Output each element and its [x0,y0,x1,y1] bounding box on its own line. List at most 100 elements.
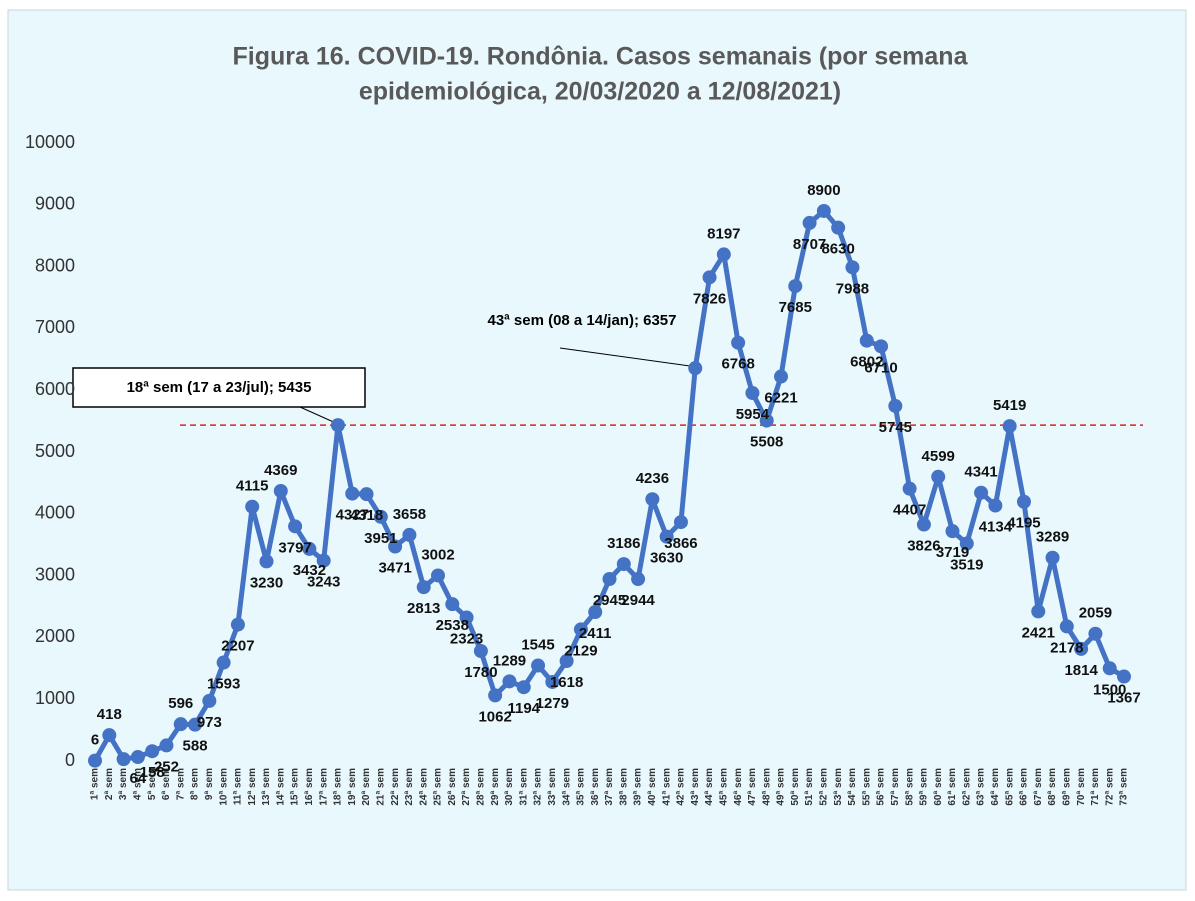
marker [488,688,503,703]
x-tick-label: 23ª sem [404,768,415,806]
x-tick-label: 47ª sem [747,768,758,806]
marker [859,333,874,348]
marker [988,498,1003,513]
marker [316,553,331,568]
marker [173,717,188,732]
data-label: 4236 [636,470,669,487]
data-label: 4134 [979,518,1013,535]
x-tick-label: 43ª sem [690,768,701,806]
marker [216,655,231,670]
chart-subtitle: epidemiológica, 20/03/2020 a 12/08/2021) [359,78,841,106]
annotation: 43ª sem (08 a 14/jan); 6357 [487,312,676,329]
data-label: 1367 [1107,689,1140,706]
marker [959,536,974,551]
data-label: 6221 [764,390,797,407]
chart-background [7,9,1187,891]
data-label: 3630 [650,550,683,567]
marker [902,481,917,496]
x-tick-label: 49ª sem [776,768,787,806]
x-tick-label: 14ª sem [275,768,286,806]
marker [559,654,574,669]
data-label: 1194 [507,700,540,717]
marker [645,492,660,507]
data-label: 418 [97,706,122,723]
x-tick-label: 61ª sem [947,768,958,806]
data-label: 64 [130,770,147,787]
y-tick-label: 5000 [35,441,75,461]
marker [359,487,374,502]
data-label: 3951 [364,530,397,547]
marker [516,680,531,695]
x-tick-label: 48ª sem [761,768,772,806]
data-label: 3243 [307,574,340,591]
data-label: 5419 [993,397,1026,414]
marker [731,335,746,350]
x-tick-label: 9ª sem [204,768,215,800]
marker [673,515,688,530]
marker [573,622,588,637]
x-tick-label: 55ª sem [861,768,872,806]
data-label: 4341 [964,464,997,481]
data-label: 4115 [236,478,269,495]
data-label: 1780 [464,664,497,681]
marker [288,519,303,534]
y-tick-label: 3000 [35,564,75,584]
data-label: 4327 [336,507,369,524]
marker [702,270,717,285]
data-label: 1618 [550,674,583,691]
data-label: 4407 [893,502,926,519]
marker [1088,626,1103,641]
y-tick-label: 10000 [25,132,75,152]
data-label: 4318 [350,507,383,524]
data-label: 1062 [478,708,511,725]
data-label: 3519 [950,556,983,573]
x-tick-label: 56ª sem [876,768,887,806]
marker [759,413,774,428]
x-tick-label: 52ª sem [819,768,830,806]
x-tick-label: 28ª sem [476,768,487,806]
data-label: 1814 [1064,662,1098,679]
marker [88,753,102,768]
x-tick-label: 66ª sem [1019,768,1030,806]
x-tick-label: 35ª sem [576,768,587,806]
marker [588,605,603,620]
x-tick-label: 20ª sem [361,768,372,806]
x-tick-label: 6ª sem [161,768,172,800]
data-label: 1500 [1093,681,1126,698]
x-tick-label: 34ª sem [561,768,572,806]
data-label: 8197 [707,225,740,242]
marker [102,728,117,743]
data-label: 2129 [564,642,597,659]
data-label: 5508 [750,434,783,451]
data-label: 158 [140,764,165,781]
marker [259,554,274,569]
data-label: 8707 [793,236,826,253]
marker [473,643,488,658]
marker [145,744,160,759]
y-tick-label: 0 [65,750,75,770]
y-tick-label: 7000 [35,317,75,337]
y-tick-label: 2000 [35,626,75,646]
x-tick-label: 58ª sem [904,768,915,806]
x-tick-label: 42ª sem [676,768,687,806]
data-label: 6 [91,732,99,749]
data-label: 3797 [278,539,311,556]
x-tick-label: 70ª sem [1076,768,1087,806]
x-tick-label: 16ª sem [304,768,315,806]
marker [531,658,546,673]
x-tick-label: 31ª sem [518,768,529,806]
x-tick-label: 17ª sem [318,768,329,806]
marker [431,568,445,583]
data-label: 588 [183,738,208,755]
data-label: 3432 [293,562,326,579]
marker [1031,604,1046,619]
marker [802,215,817,230]
x-tick-label: 11ª sem [233,768,244,805]
marker [416,580,431,595]
marker [230,617,245,632]
x-tick-label: 19ª sem [347,768,358,806]
data-label: 7988 [836,280,869,297]
data-label: 5745 [879,419,912,436]
x-tick-label: 68ª sem [1047,768,1058,806]
marker [330,418,345,433]
